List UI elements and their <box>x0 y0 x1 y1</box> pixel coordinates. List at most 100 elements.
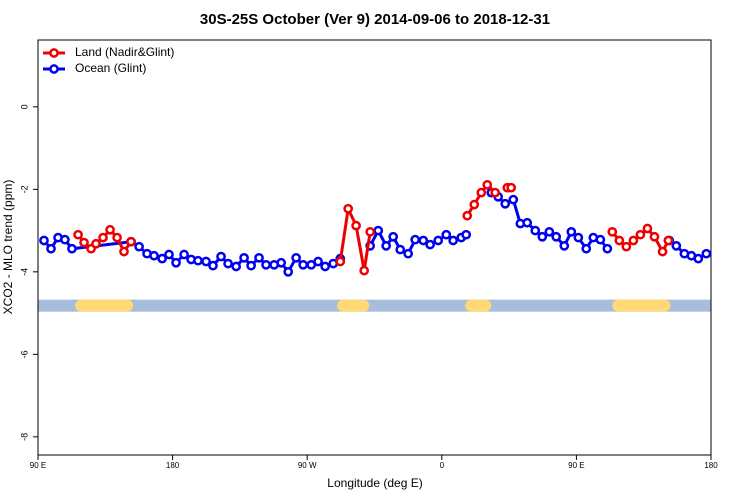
data-point <box>566 226 577 237</box>
data-point <box>671 240 682 251</box>
data-point <box>359 265 370 276</box>
data-point <box>208 260 218 271</box>
data-point <box>537 231 548 242</box>
data-point <box>134 241 144 252</box>
y-tick-label: -4 <box>19 268 29 276</box>
data-point <box>179 249 189 260</box>
data-point <box>701 248 712 259</box>
data-point <box>621 241 632 252</box>
y-tick-label: -2 <box>19 185 29 193</box>
data-point <box>231 261 242 272</box>
x-tick-label: 90 E <box>568 461 584 470</box>
data-point <box>506 182 517 193</box>
data-point <box>476 187 487 198</box>
data-point <box>530 225 541 236</box>
land-band <box>612 299 671 312</box>
data-point <box>614 235 625 246</box>
data-point <box>67 243 77 254</box>
data-point <box>73 229 83 240</box>
data-point <box>448 235 459 246</box>
x-tick-label: 180 <box>166 461 180 470</box>
data-point <box>559 240 570 251</box>
y-tick-label: 0 <box>19 104 29 109</box>
data-point <box>157 253 167 264</box>
x-axis-label: Longitude (deg E) <box>327 476 422 490</box>
data-point <box>522 217 533 228</box>
legend-label: Land (Nadir&Glint) <box>75 45 174 59</box>
data-point <box>313 256 323 267</box>
data-point <box>441 229 452 240</box>
data-point <box>462 210 473 221</box>
data-point <box>544 226 555 237</box>
data-point <box>60 234 70 245</box>
data-point <box>39 235 49 246</box>
data-point <box>433 235 444 246</box>
x-tick-label: 90 E <box>30 461 46 470</box>
data-point <box>649 231 660 242</box>
land-band <box>75 299 134 312</box>
land-band <box>337 299 370 312</box>
data-point <box>595 234 606 245</box>
y-tick-label: -6 <box>19 350 29 358</box>
data-point <box>461 229 472 240</box>
data-point <box>239 252 249 263</box>
data-point <box>119 246 129 257</box>
data-point <box>482 179 493 190</box>
plot-frame <box>37 39 712 456</box>
y-tick-label: -8 <box>19 433 29 441</box>
data-point <box>581 243 592 254</box>
land-band <box>465 299 492 312</box>
data-point <box>607 226 618 237</box>
data-point <box>573 232 584 243</box>
data-point <box>551 231 562 242</box>
x-tick-label: 180 <box>704 461 718 470</box>
data-point <box>410 234 421 245</box>
data-point <box>112 232 122 243</box>
data-point <box>418 235 429 246</box>
data-point <box>365 226 376 237</box>
data-point <box>276 257 287 268</box>
data-point <box>105 224 115 235</box>
data-point <box>223 258 233 269</box>
data-point <box>693 253 704 264</box>
data-point <box>469 199 480 210</box>
ocean-band <box>38 299 711 312</box>
data-point <box>508 194 519 205</box>
data-point <box>246 260 256 271</box>
data-point <box>335 256 346 267</box>
data-point <box>79 237 89 248</box>
data-point <box>395 244 406 255</box>
data-point <box>164 249 174 260</box>
data-point <box>351 220 361 231</box>
data-point <box>98 232 108 243</box>
data-point <box>425 239 435 250</box>
data-point <box>149 250 159 261</box>
data-point <box>46 243 56 254</box>
data-point <box>254 252 264 263</box>
data-point <box>216 251 226 262</box>
data-point <box>298 259 309 270</box>
data-point <box>388 231 399 242</box>
legend-marker <box>49 48 59 58</box>
data-point <box>663 235 674 246</box>
data-point <box>261 259 271 270</box>
data-point <box>91 238 101 249</box>
data-point <box>291 252 301 263</box>
data-point <box>602 243 613 254</box>
data-point <box>320 261 330 272</box>
y-axis-label: XCO2 - MLO trend (ppm) <box>1 180 15 315</box>
legend-label: Ocean (Glint) <box>75 61 146 75</box>
data-point <box>403 248 413 259</box>
data-point <box>635 229 646 240</box>
data-point <box>381 240 392 251</box>
data-point <box>642 223 653 234</box>
data-point <box>201 256 211 267</box>
data-point <box>171 257 181 268</box>
data-point <box>628 235 639 246</box>
data-point <box>126 236 136 247</box>
data-point <box>500 198 511 209</box>
data-point <box>343 203 354 214</box>
x-tick-label: 0 <box>440 461 445 470</box>
data-point <box>193 255 203 266</box>
